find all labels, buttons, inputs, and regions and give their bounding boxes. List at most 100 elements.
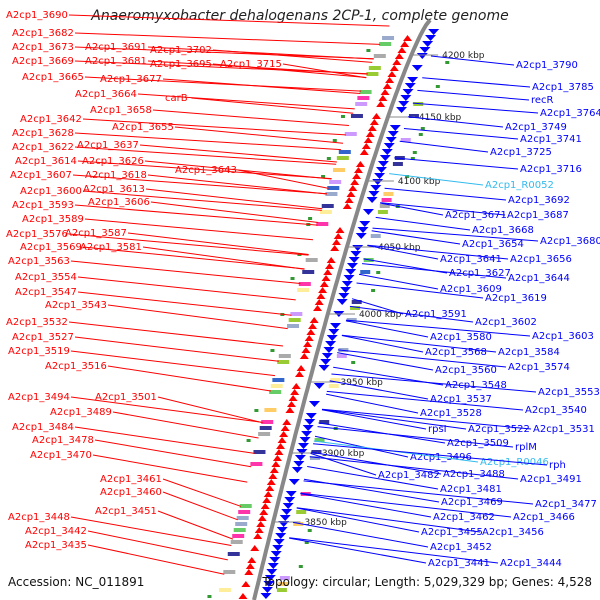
feature-box [238, 510, 251, 514]
left-gene-label: A2cp1_3516 [45, 361, 107, 372]
forward-gene-mark [266, 479, 276, 485]
feature-box [269, 390, 282, 394]
reverse-gene-mark [285, 491, 297, 497]
right-gene-label: A2cp1_3790 [516, 60, 578, 71]
forward-gene-mark [303, 341, 313, 347]
feature-box [360, 270, 371, 274]
right-label-line [375, 216, 471, 231]
reverse-gene-mark [425, 35, 437, 41]
right-gene-label: A2cp1_3602 [475, 317, 537, 328]
forward-gene-mark [335, 227, 345, 233]
right-label-line [310, 452, 377, 476]
feature-box [278, 582, 289, 586]
right-gene-label: A2cp1_3609 [440, 284, 502, 295]
reverse-gene-mark [318, 365, 330, 371]
reverse-gene-mark [326, 335, 338, 341]
forward-gene-mark [371, 113, 381, 119]
right-gene-label: A2cp1_3584 [498, 347, 560, 358]
reverse-gene-mark [260, 593, 272, 599]
reverse-gene-mark [321, 353, 333, 359]
feature-box [223, 570, 236, 574]
reverse-gene-mark [383, 143, 395, 149]
feature-box [290, 312, 303, 316]
left-label-line [107, 365, 271, 392]
feature-box [332, 168, 345, 172]
green-tick [326, 157, 331, 160]
left-gene-label: A2cp1_3569 [20, 242, 82, 253]
forward-gene-mark [299, 353, 309, 359]
left-label-line [74, 336, 279, 362]
green-tick [332, 139, 337, 142]
right-gene-label: A2cp1_3644 [508, 273, 570, 284]
left-gene-label: A2cp1_3628 [12, 128, 74, 139]
left-gene-label: A2cp1_3637 [77, 140, 139, 151]
left-label-line [74, 204, 318, 226]
left-gene-label: A2cp1_3576 [6, 229, 68, 240]
reverse-gene-mark [304, 419, 316, 425]
forward-gene-mark [346, 191, 356, 197]
forward-gene-mark [304, 335, 314, 341]
right-rna-label: A2cp1_R0052 [485, 180, 554, 191]
right-label-line [300, 493, 432, 518]
green-tick [435, 85, 440, 88]
feature-box [309, 456, 320, 460]
reverse-gene-mark [400, 95, 412, 101]
right-gene-label: A2cp1_3477 [535, 499, 597, 510]
right-gene-label: A2cp1_3522 [468, 424, 530, 435]
feature-box [311, 450, 322, 454]
accession-text: Accession: NC_011891 [8, 575, 145, 589]
right-label-line [293, 521, 429, 548]
reverse-gene-mark [270, 551, 282, 557]
left-gene-label: A2cp1_3622 [12, 142, 74, 153]
feature-box [305, 258, 318, 262]
forward-gene-mark [367, 125, 377, 131]
right-gene-label: A2cp1_3531 [533, 424, 595, 435]
reverse-gene-mark [416, 53, 428, 59]
left-gene-label: A2cp1_3607 [10, 170, 72, 181]
forward-gene-mark [306, 329, 316, 335]
right-label-line [349, 305, 474, 323]
forward-gene-mark [286, 401, 296, 407]
reverse-gene-mark [370, 185, 382, 191]
left-gene-label: A2cp1_3519 [8, 346, 70, 357]
reverse-gene-mark [264, 575, 276, 581]
forward-gene-mark [318, 287, 328, 293]
reverse-gene-mark [411, 65, 423, 71]
left-gene-label: A2cp1_3489 [50, 407, 112, 418]
feature-box [233, 528, 246, 532]
reverse-gene-mark [267, 563, 279, 569]
green-tick [445, 61, 450, 64]
right-gene-label: recR [531, 95, 554, 106]
left-gene-label: A2cp1_3677 [100, 74, 162, 85]
right-label-line [289, 537, 427, 564]
forward-gene-mark [394, 53, 404, 59]
reverse-gene-mark [296, 449, 308, 455]
left-gene-label: A2cp1_3547 [15, 287, 77, 298]
left-gene-label: A2cp1_3470 [30, 450, 92, 461]
forward-gene-mark [241, 581, 251, 587]
reverse-gene-mark [308, 401, 320, 407]
left-label-line [237, 169, 329, 189]
right-gene-label: A2cp1_3741 [520, 134, 582, 145]
left-gene-label: A2cp1_3554 [15, 272, 77, 283]
reverse-gene-mark [341, 281, 353, 287]
left-gene-label: A2cp1_3690 [6, 10, 68, 21]
feature-box [298, 282, 311, 286]
right-gene-label: A2cp1_3466 [513, 512, 575, 523]
forward-gene-mark [301, 347, 311, 353]
reverse-gene-mark [389, 125, 401, 131]
right-gene-label: A2cp1_3481 [440, 484, 502, 495]
feature-box [368, 66, 381, 70]
reverse-gene-mark [279, 515, 291, 521]
green-tick [307, 529, 312, 532]
forward-gene-mark [380, 89, 390, 95]
green-tick [207, 595, 212, 598]
feature-box [316, 222, 329, 226]
right-label-line [422, 77, 531, 88]
right-label-line [417, 89, 530, 101]
feature-box [325, 192, 338, 196]
green-tick [290, 277, 295, 280]
scale-label: 4100 kbp [398, 177, 441, 187]
left-label-line [139, 144, 337, 163]
